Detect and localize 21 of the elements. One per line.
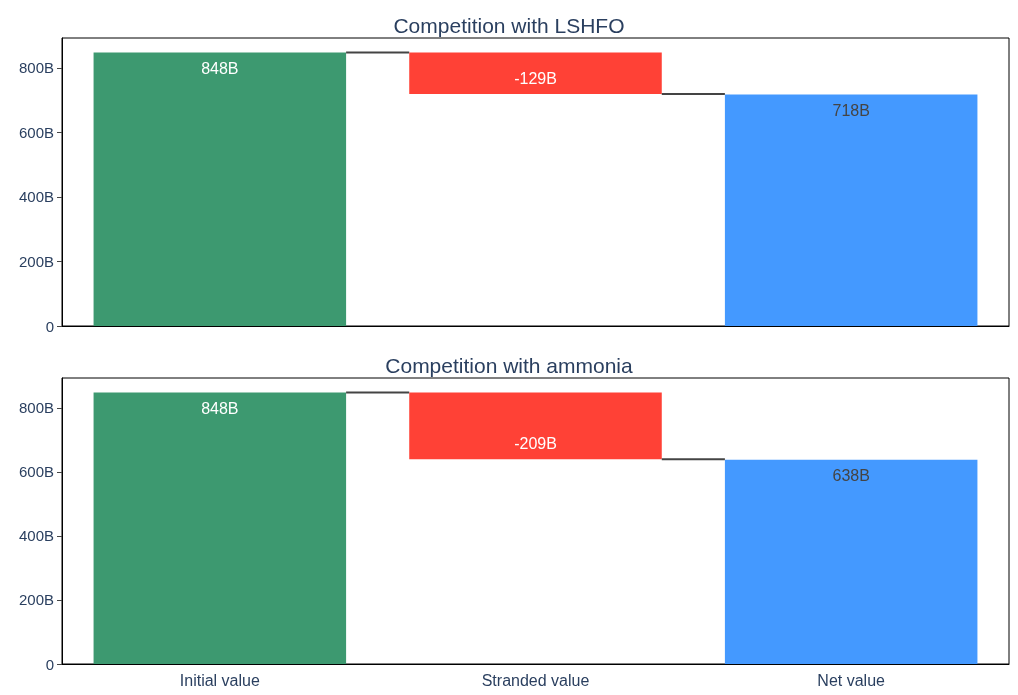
y-tick-label: 800B — [18, 399, 54, 417]
data-label: 638B — [832, 467, 870, 485]
y-tick-label: 400B — [18, 188, 54, 206]
data-label: 718B — [832, 101, 870, 119]
data-label: -209B — [514, 434, 557, 452]
y-tick-label: 0 — [45, 655, 54, 673]
y-tick-label: 600B — [18, 463, 54, 481]
y-tick-label: 200B — [18, 591, 54, 609]
x-tick-label: Initial value — [179, 671, 260, 689]
y-tick-label: 800B — [18, 59, 54, 77]
data-label: 848B — [201, 60, 239, 78]
x-tick-label: Net value — [817, 671, 886, 689]
y-tick-label: 0 — [45, 317, 54, 335]
y-tick-label: 200B — [18, 253, 54, 270]
x-tick-label: Stranded value — [481, 671, 590, 689]
y-tick-label: 600B — [18, 124, 54, 141]
chart-title: Competition with LSHFO — [393, 14, 625, 37]
chart-title: Competition with ammonia — [385, 354, 634, 377]
y-tick-label: 400B — [18, 527, 54, 545]
data-label: 848B — [201, 399, 239, 417]
data-label: -129B — [514, 69, 557, 87]
